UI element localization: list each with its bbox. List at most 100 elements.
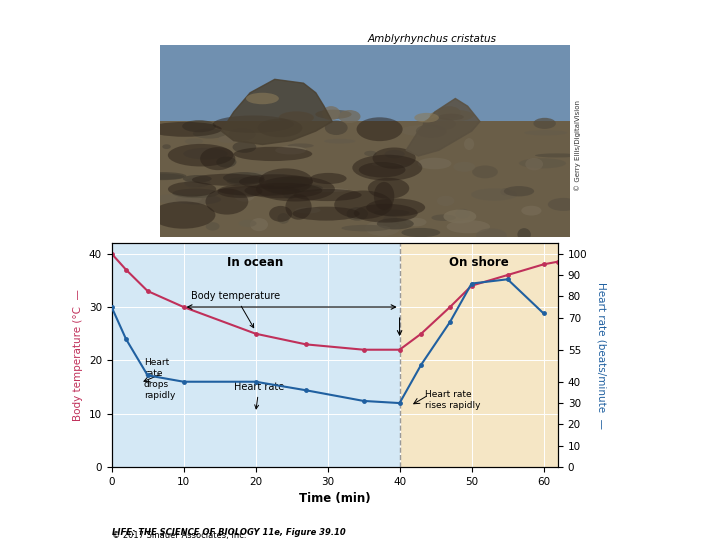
Bar xyxy=(112,243,400,467)
Ellipse shape xyxy=(239,174,313,189)
Ellipse shape xyxy=(310,173,346,184)
Ellipse shape xyxy=(444,210,477,224)
Ellipse shape xyxy=(294,189,361,201)
Ellipse shape xyxy=(365,220,400,236)
Ellipse shape xyxy=(472,165,498,178)
Ellipse shape xyxy=(372,163,401,166)
Ellipse shape xyxy=(277,213,289,224)
Ellipse shape xyxy=(193,129,226,139)
Ellipse shape xyxy=(305,188,348,192)
Ellipse shape xyxy=(233,141,256,153)
Ellipse shape xyxy=(284,184,323,192)
Ellipse shape xyxy=(341,225,390,232)
Ellipse shape xyxy=(438,106,461,119)
Text: Figure 39.10  Some Ectotherms Regulate Blood Flow to the Skin: Figure 39.10 Some Ectotherms Regulate Bl… xyxy=(6,11,431,24)
Ellipse shape xyxy=(275,146,306,154)
Ellipse shape xyxy=(471,188,518,201)
Ellipse shape xyxy=(185,138,203,144)
X-axis label: Time (min): Time (min) xyxy=(299,492,371,505)
Ellipse shape xyxy=(416,124,447,138)
Ellipse shape xyxy=(401,125,439,136)
Ellipse shape xyxy=(315,110,351,119)
Ellipse shape xyxy=(423,117,456,131)
Ellipse shape xyxy=(322,106,340,120)
Ellipse shape xyxy=(271,187,279,195)
Ellipse shape xyxy=(437,196,454,206)
Ellipse shape xyxy=(266,176,310,191)
Ellipse shape xyxy=(183,175,212,183)
Ellipse shape xyxy=(524,130,567,136)
Text: © Gerry Ellis/DigitalVision: © Gerry Ellis/DigitalVision xyxy=(574,100,580,191)
Ellipse shape xyxy=(455,209,470,219)
Ellipse shape xyxy=(266,178,302,192)
Ellipse shape xyxy=(228,128,256,141)
Ellipse shape xyxy=(521,206,541,215)
Ellipse shape xyxy=(138,173,184,180)
Polygon shape xyxy=(406,98,480,156)
Text: In ocean: In ocean xyxy=(228,256,284,269)
Ellipse shape xyxy=(346,207,368,221)
Ellipse shape xyxy=(464,138,474,150)
Ellipse shape xyxy=(377,218,414,230)
Ellipse shape xyxy=(227,177,264,186)
Ellipse shape xyxy=(192,174,265,186)
Ellipse shape xyxy=(138,172,186,180)
Ellipse shape xyxy=(182,120,216,132)
Ellipse shape xyxy=(223,172,264,184)
Ellipse shape xyxy=(368,178,409,199)
Ellipse shape xyxy=(287,144,314,148)
Ellipse shape xyxy=(151,201,215,228)
Ellipse shape xyxy=(382,215,399,228)
Text: © 2017 Sinauer Associates, Inc.: © 2017 Sinauer Associates, Inc. xyxy=(112,531,246,540)
Ellipse shape xyxy=(414,113,439,123)
Ellipse shape xyxy=(500,188,510,195)
Ellipse shape xyxy=(185,178,210,187)
Ellipse shape xyxy=(292,207,360,221)
Ellipse shape xyxy=(418,158,451,170)
Ellipse shape xyxy=(256,176,335,201)
Ellipse shape xyxy=(431,214,456,221)
Ellipse shape xyxy=(519,158,566,168)
Ellipse shape xyxy=(168,181,216,197)
Ellipse shape xyxy=(259,168,312,194)
Text: Heart rate
rises rapidly: Heart rate rises rapidly xyxy=(425,390,480,410)
Ellipse shape xyxy=(534,118,556,129)
Ellipse shape xyxy=(238,171,287,181)
Ellipse shape xyxy=(359,162,405,178)
Ellipse shape xyxy=(162,144,171,149)
Ellipse shape xyxy=(397,164,411,170)
Ellipse shape xyxy=(218,136,238,143)
Ellipse shape xyxy=(548,198,579,211)
Ellipse shape xyxy=(518,228,531,241)
Ellipse shape xyxy=(295,207,320,213)
Ellipse shape xyxy=(172,188,219,198)
Text: Heart rate: Heart rate xyxy=(234,382,284,409)
Ellipse shape xyxy=(364,151,377,156)
Bar xyxy=(160,45,570,131)
Text: Amblyrhynchus cristatus: Amblyrhynchus cristatus xyxy=(367,34,497,44)
Ellipse shape xyxy=(282,186,297,199)
Ellipse shape xyxy=(372,147,415,169)
Ellipse shape xyxy=(216,157,236,167)
Ellipse shape xyxy=(284,188,301,195)
Ellipse shape xyxy=(205,188,248,214)
Ellipse shape xyxy=(258,119,302,137)
Ellipse shape xyxy=(217,185,262,198)
Ellipse shape xyxy=(148,122,222,137)
Ellipse shape xyxy=(384,150,405,158)
Ellipse shape xyxy=(279,111,314,124)
Ellipse shape xyxy=(200,147,235,170)
Ellipse shape xyxy=(374,210,410,216)
Ellipse shape xyxy=(356,117,402,141)
Text: Heart
rate
drops
rapidly: Heart rate drops rapidly xyxy=(144,357,176,400)
Ellipse shape xyxy=(184,179,201,188)
Ellipse shape xyxy=(402,228,440,237)
Ellipse shape xyxy=(153,194,202,204)
Ellipse shape xyxy=(212,116,294,133)
Ellipse shape xyxy=(338,110,361,123)
Text: LIFE: THE SCIENCE OF BIOLOGY 11e, Figure 39.10: LIFE: THE SCIENCE OF BIOLOGY 11e, Figure… xyxy=(112,528,346,537)
Ellipse shape xyxy=(183,148,228,160)
Ellipse shape xyxy=(454,162,475,172)
Y-axis label: Body temperature (°C  —: Body temperature (°C — xyxy=(73,289,84,421)
Ellipse shape xyxy=(374,182,395,210)
